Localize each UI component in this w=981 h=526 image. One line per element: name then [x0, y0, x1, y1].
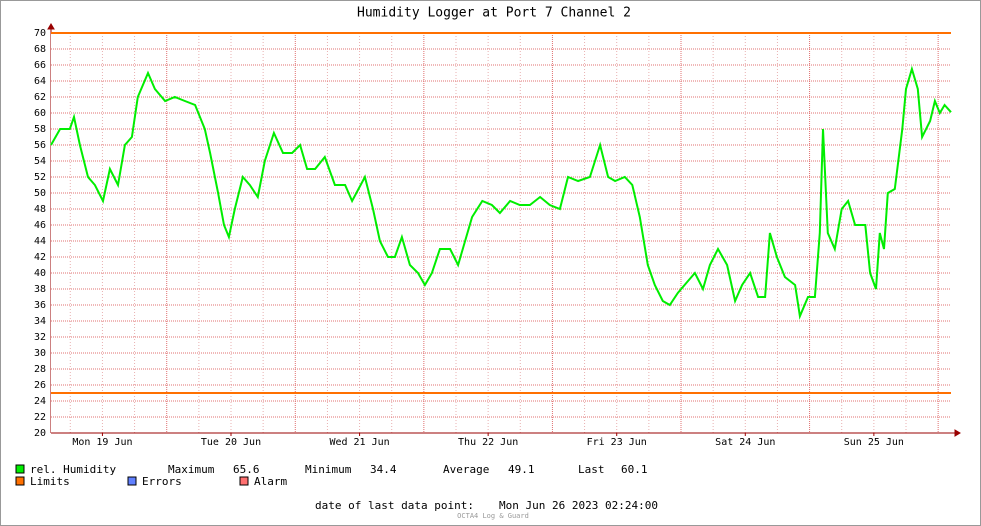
y-tick-label: 54	[34, 156, 46, 167]
y-tick-label: 60	[34, 108, 46, 119]
y-tick-label: 26	[34, 380, 46, 391]
legend-label: Limits	[30, 475, 70, 488]
y-tick-label: 22	[34, 412, 46, 423]
x-tick-label: Mon 19 Jun	[72, 437, 132, 448]
stat-value: 49.1	[508, 463, 535, 476]
y-tick-label: 20	[34, 428, 46, 439]
x-tick-label: Sat 24 Jun	[715, 437, 775, 448]
legend-label: Alarm	[254, 475, 287, 488]
stat-value: 65.6	[233, 463, 260, 476]
y-tick-label: 38	[34, 284, 46, 295]
legend-label: rel. Humidity	[30, 463, 116, 476]
y-tick-label: 62	[34, 92, 46, 103]
x-tick-label: Tue 20 Jun	[201, 437, 261, 448]
footer-label: date of last data point:	[315, 499, 474, 512]
x-tick-label: Thu 22 Jun	[458, 437, 518, 448]
y-tick-label: 48	[34, 204, 46, 215]
legend-swatch	[15, 476, 25, 486]
stat-value: 60.1	[621, 463, 648, 476]
y-tick-label: 64	[34, 76, 46, 87]
y-tick-label: 42	[34, 252, 46, 263]
stat-label: Maximum	[168, 463, 215, 476]
stat-label: Minimum	[305, 463, 352, 476]
y-tick-label: 58	[34, 124, 46, 135]
y-tick-label: 66	[34, 60, 46, 71]
legend-swatch	[127, 476, 137, 486]
y-tick-label: 34	[34, 316, 46, 327]
chart-title: Humidity Logger at Port 7 Channel 2	[357, 6, 631, 21]
x-tick-label: Fri 23 Jun	[587, 437, 647, 448]
y-tick-label: 44	[34, 236, 46, 247]
footer-value: Mon Jun 26 2023 02:24:00	[499, 499, 658, 512]
y-tick-label: 24	[34, 396, 46, 407]
legend-swatch	[15, 464, 25, 474]
stat-label: Last	[578, 463, 605, 476]
data-line	[50, 65, 952, 320]
y-tick-label: 50	[34, 188, 46, 199]
x-tick-label: Wed 21 Jun	[329, 437, 389, 448]
plot-area	[51, 33, 951, 433]
y-tick-label: 28	[34, 364, 46, 375]
y-tick-label: 68	[34, 44, 46, 55]
watermark: OCTA4 Log & Guard	[457, 512, 529, 520]
x-arrow	[951, 429, 961, 437]
y-tick-label: 40	[34, 268, 46, 279]
x-tick-label: Sun 25 Jun	[844, 437, 904, 448]
legend-label: Errors	[142, 475, 182, 488]
y-tick-label: 46	[34, 220, 46, 231]
stat-label: Average	[443, 463, 489, 476]
stat-value: 34.4	[370, 463, 397, 476]
y-tick-label: 30	[34, 348, 46, 359]
y-tick-label: 32	[34, 332, 46, 343]
y-tick-label: 56	[34, 140, 46, 151]
y-tick-label: 52	[34, 172, 46, 183]
y-tick-label: 70	[34, 28, 46, 39]
legend-swatch	[239, 476, 249, 486]
y-tick-label: 36	[34, 300, 46, 311]
